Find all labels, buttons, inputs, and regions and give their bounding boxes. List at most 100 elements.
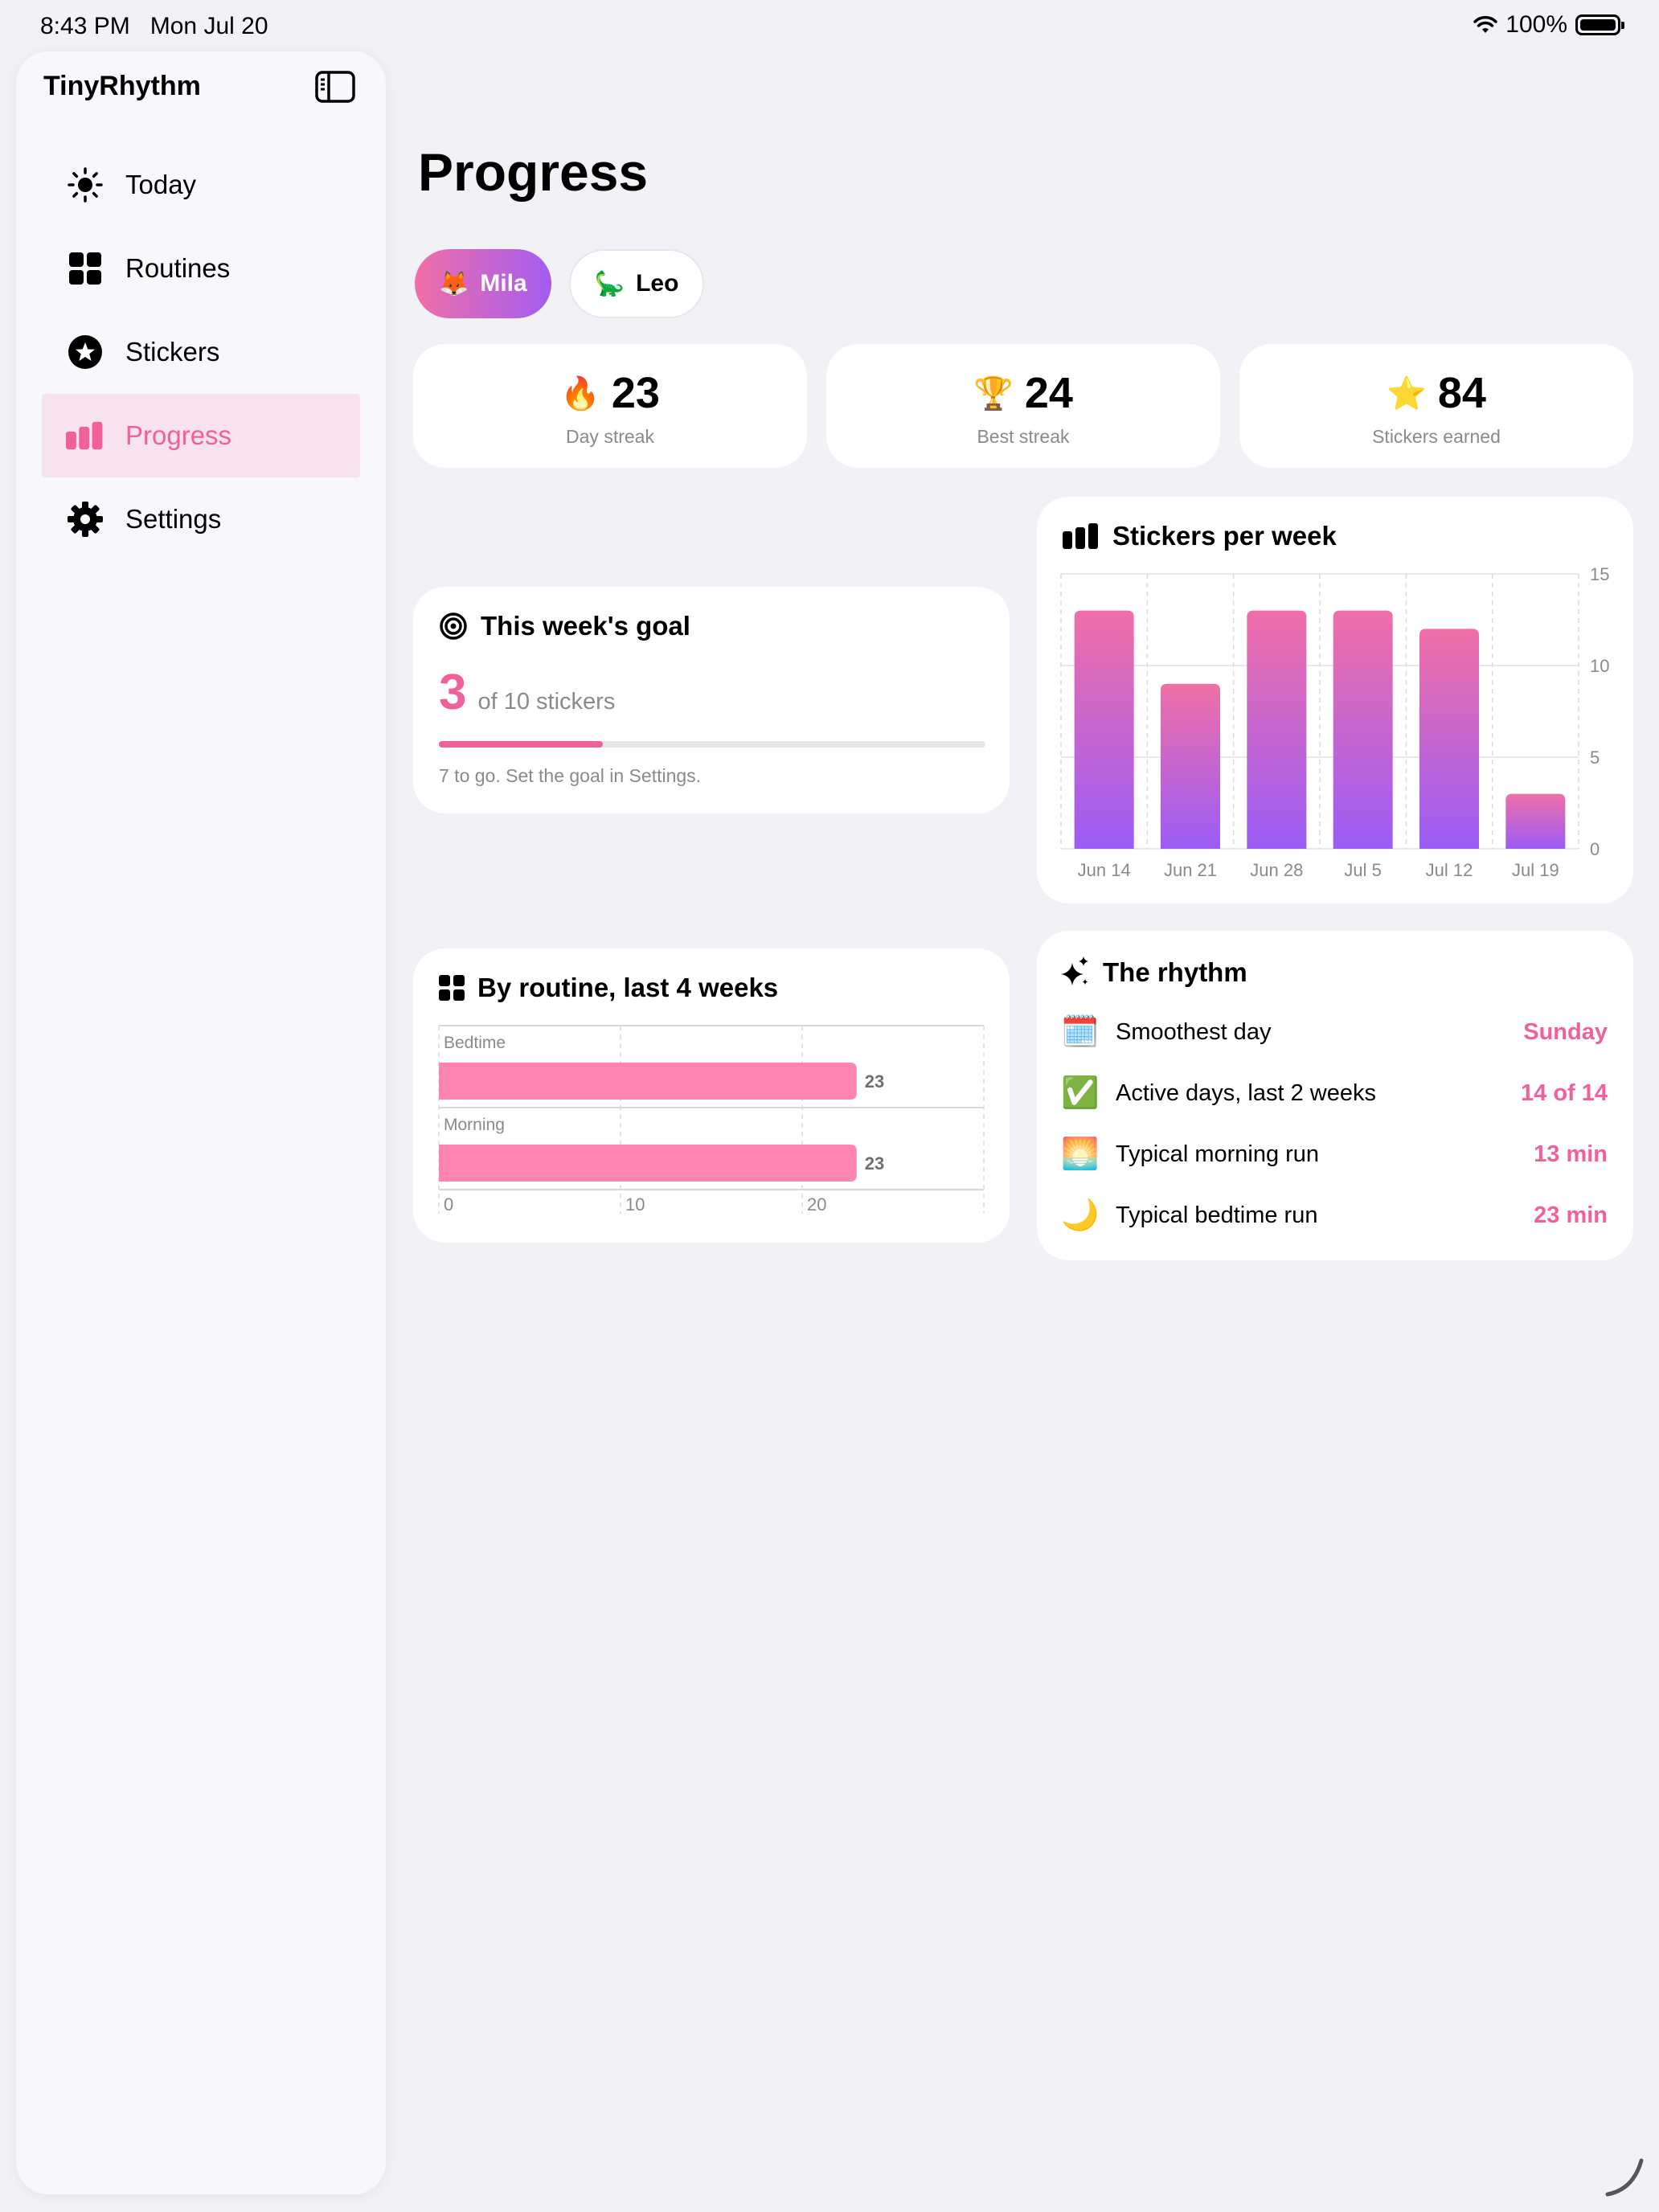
- sidebar-item-label: Progress: [125, 420, 232, 450]
- rhythm-card: The rhythm 🗓️ Smoothest day Sunday ✅ Act…: [1037, 931, 1633, 1260]
- grid-icon: [66, 249, 104, 288]
- star-icon: ⭐: [1387, 375, 1427, 412]
- child-name: Leo: [636, 270, 679, 297]
- routine-title: By routine, last 4 weeks: [477, 973, 779, 1002]
- battery-icon: [1575, 14, 1624, 35]
- rhythm-row: 🌙 Typical bedtime run 23 min: [1061, 1185, 1608, 1246]
- chart-bar: [1074, 610, 1134, 849]
- sidebar-item-label: Settings: [125, 504, 222, 534]
- child-chip-leo[interactable]: 🦕 Leo: [568, 249, 705, 318]
- goal-hint: 7 to go. Set the goal in Settings.: [439, 765, 702, 786]
- child-name: Mila: [480, 270, 527, 297]
- sidebar-toggle-icon[interactable]: [315, 71, 355, 103]
- chart-bar: [439, 1063, 857, 1100]
- stat-value: 84: [1437, 369, 1486, 417]
- x-tick-label: Jun 28: [1250, 860, 1303, 880]
- rhythm-row: 🗓️ Smoothest day Sunday: [1061, 1002, 1608, 1063]
- rhythm-header: The rhythm: [1061, 956, 1247, 989]
- goal-progress-bar: [439, 741, 985, 748]
- x-tick-label: 10: [625, 1194, 645, 1215]
- child-chip-mila[interactable]: 🦊 Mila: [415, 249, 551, 318]
- goal-title: This week's goal: [481, 611, 690, 641]
- clock-time: 8:43 PM: [40, 13, 130, 39]
- chart-bar: [1419, 629, 1479, 849]
- moon-icon: 🌙: [1061, 1198, 1100, 1232]
- rhythm-title: The rhythm: [1103, 957, 1247, 987]
- sunrise-icon: 🌅: [1061, 1137, 1100, 1171]
- routine-header: By routine, last 4 weeks: [439, 973, 778, 1003]
- y-tick-label: 15: [1590, 564, 1609, 584]
- rhythm-row: ✅ Active days, last 2 weeks 14 of 14: [1061, 1063, 1608, 1124]
- calendar-icon: 🗓️: [1061, 1015, 1100, 1049]
- sidebar-item-today[interactable]: Today: [42, 143, 360, 227]
- stat-value: 24: [1024, 369, 1073, 417]
- gear-icon: [66, 500, 104, 539]
- clock-date: Mon Jul 20: [150, 13, 268, 39]
- stat-label: Stickers earned: [1372, 426, 1501, 447]
- status-time: 8:43 PM Mon Jul 20: [40, 13, 268, 40]
- sidebar-item-label: Today: [125, 170, 197, 199]
- resize-handle-icon[interactable]: [1604, 2157, 1646, 2198]
- rhythm-value: 14 of 14: [1521, 1079, 1608, 1106]
- sidebar-nav: Today Routines Stickers: [42, 143, 360, 561]
- fox-icon: 🦊: [439, 270, 469, 297]
- sidebar: TinyRhythm Today: [16, 51, 386, 2194]
- battery-percent: 100%: [1505, 11, 1567, 38]
- status-bar: 8:43 PM Mon Jul 20 100%: [0, 0, 1659, 51]
- x-tick-label: Jul 19: [1512, 860, 1559, 880]
- stat-card-best-streak: 🏆 24 Best streak: [826, 344, 1220, 468]
- rhythm-row: 🌅 Typical morning run 13 min: [1061, 1124, 1608, 1185]
- stickers-per-week-card: Stickers per week 0 5 10 15 Jun 14 Jun 21 Jun …: [1037, 497, 1633, 903]
- app-title: TinyRhythm: [43, 71, 201, 101]
- stat-card-day-streak: 🔥 23 Day streak: [413, 344, 807, 468]
- x-tick-label: 0: [444, 1194, 453, 1215]
- rhythm-value: 23 min: [1534, 1202, 1608, 1228]
- rhythm-label: Typical bedtime run: [1116, 1202, 1318, 1228]
- chart-bar: [1247, 610, 1307, 849]
- rhythm-list: 🗓️ Smoothest day Sunday ✅ Active days, l…: [1061, 1002, 1608, 1246]
- fire-icon: 🔥: [560, 375, 600, 412]
- sidebar-item-settings[interactable]: Settings: [42, 477, 360, 561]
- stat-label: Day streak: [566, 426, 654, 447]
- target-icon: [440, 612, 467, 640]
- sidebar-item-stickers[interactable]: Stickers: [42, 310, 360, 394]
- by-routine-chart: 0 10 20 Bedtime 23 Morning 23: [438, 1025, 985, 1215]
- data-label: 23: [865, 1153, 884, 1174]
- chart-bar: [1505, 793, 1566, 849]
- rhythm-label: Active days, last 2 weeks: [1116, 1079, 1376, 1106]
- goal-header: This week's goal: [439, 611, 690, 641]
- weekly-title: Stickers per week: [1112, 521, 1337, 551]
- stat-label: Best streak: [977, 426, 1070, 447]
- by-routine-card: By routine, last 4 weeks 0 10 20 Bedtime 23 M…: [413, 948, 1010, 1243]
- y-tick-label: 5: [1590, 748, 1600, 768]
- stickers-per-week-chart: 0 5 10 15 Jun 14 Jun 21 Jun 28 Jul 5 Jul 12 Jul 1…: [1060, 564, 1609, 880]
- sun-icon: [66, 166, 104, 204]
- sparkles-icon: [1061, 956, 1088, 985]
- goal-of-text: of 10 stickers: [477, 689, 616, 715]
- rhythm-label: Typical morning run: [1116, 1141, 1320, 1167]
- chart-bar: [1161, 683, 1220, 849]
- rhythm-value: 13 min: [1534, 1141, 1608, 1167]
- sidebar-item-progress[interactable]: Progress: [42, 394, 360, 477]
- trophy-icon: 🏆: [973, 375, 1014, 412]
- goal-count: 3 of 10 stickers: [439, 664, 615, 721]
- x-tick-label: 20: [807, 1194, 826, 1215]
- category-label: Bedtime: [444, 1034, 506, 1052]
- sidebar-item-label: Stickers: [125, 337, 220, 367]
- chart-bar: [1333, 610, 1393, 849]
- x-tick-label: Jun 21: [1164, 860, 1217, 880]
- bar-chart-icon: [1063, 523, 1098, 549]
- x-tick-label: Jul 12: [1426, 860, 1473, 880]
- bar-chart-icon: [66, 416, 104, 455]
- data-label: 23: [865, 1071, 884, 1092]
- child-selector: 🦊 Mila 🦕 Leo: [415, 249, 705, 318]
- goal-current: 3: [439, 665, 467, 720]
- stat-card-stickers-earned: ⭐ 84 Stickers earned: [1239, 344, 1633, 468]
- category-label: Morning: [444, 1116, 505, 1134]
- grid-icon: [439, 975, 465, 1001]
- weekly-goal-card: This week's goal 3 of 10 stickers 7 to g…: [413, 587, 1010, 813]
- sidebar-item-label: Routines: [125, 253, 231, 283]
- sidebar-item-routines[interactable]: Routines: [42, 227, 360, 310]
- check-mark-icon: ✅: [1061, 1076, 1100, 1110]
- dinosaur-icon: 🦕: [594, 270, 625, 297]
